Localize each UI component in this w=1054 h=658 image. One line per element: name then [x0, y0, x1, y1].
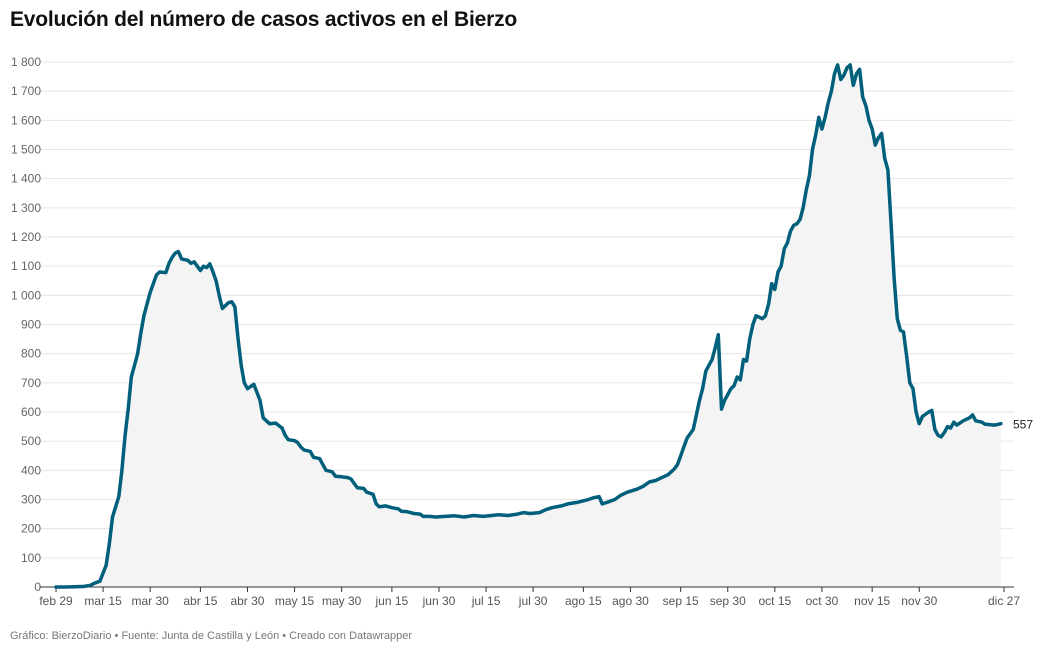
x-tick-label: dic 27 [988, 594, 1020, 608]
x-tick-label: may 15 [275, 594, 315, 608]
y-tick-label: 1 400 [11, 172, 41, 186]
chart-footer: Gráfico: BierzoDiario • Fuente: Junta de… [10, 630, 413, 642]
x-tick-label: jun 15 [375, 594, 409, 608]
x-tick-label: sep 30 [710, 594, 746, 608]
y-tick-label: 800 [21, 347, 41, 361]
x-tick-label: oct 30 [806, 594, 839, 608]
x-tick-label: abr 30 [230, 594, 264, 608]
y-tick-label: 900 [21, 318, 41, 332]
y-tick-label: 1 500 [11, 143, 41, 157]
x-tick-label: mar 15 [84, 594, 122, 608]
y-tick-label: 500 [21, 434, 41, 448]
x-tick-label: sep 15 [663, 594, 699, 608]
end-value-label-group: 557 [1013, 418, 1033, 432]
x-tick-label: ago 15 [565, 594, 602, 608]
y-tick-label: 1 600 [11, 113, 41, 127]
x-tick-label: feb 29 [39, 594, 73, 608]
x-tick-label: jun 30 [422, 594, 456, 608]
area-fill [56, 64, 1001, 587]
y-axis: 0 100 200 300 400 500 600 700 800 900 1 000 1 100 1 … [11, 55, 41, 594]
y-tick-label: 600 [21, 405, 41, 419]
y-tick-label: 1 000 [11, 288, 41, 302]
x-tick-label: nov 30 [901, 594, 937, 608]
x-tick-label: nov 15 [854, 594, 890, 608]
x-tick-label: oct 15 [758, 594, 791, 608]
y-tick-label: 0 [34, 580, 41, 594]
y-tick-label: 1 300 [11, 201, 41, 215]
y-tick-label: 1 800 [11, 55, 41, 69]
x-tick-label: jul 30 [518, 594, 548, 608]
y-tick-label: 400 [21, 463, 41, 477]
x-axis: feb 29 mar 15 mar 30 abr 15 abr 30 may 15 may … [39, 587, 1020, 608]
x-tick-label: may 30 [322, 594, 362, 608]
chart-title: Evolución del número de casos activos en… [10, 8, 517, 31]
x-tick-label: ago 30 [612, 594, 649, 608]
x-tick-label: mar 30 [131, 594, 169, 608]
y-tick-label: 200 [21, 522, 41, 536]
y-tick-label: 300 [21, 493, 41, 507]
x-tick-label: abr 15 [183, 594, 217, 608]
series-line [54, 63, 1003, 589]
x-tick-label: jul 15 [471, 594, 501, 608]
y-tick-label: 100 [21, 551, 41, 565]
y-tick-label: 1 200 [11, 230, 41, 244]
y-tick-label: 1 100 [11, 259, 41, 273]
y-tick-label: 1 700 [11, 84, 41, 98]
end-value-label: 557 [1013, 418, 1033, 432]
y-tick-label: 700 [21, 376, 41, 390]
